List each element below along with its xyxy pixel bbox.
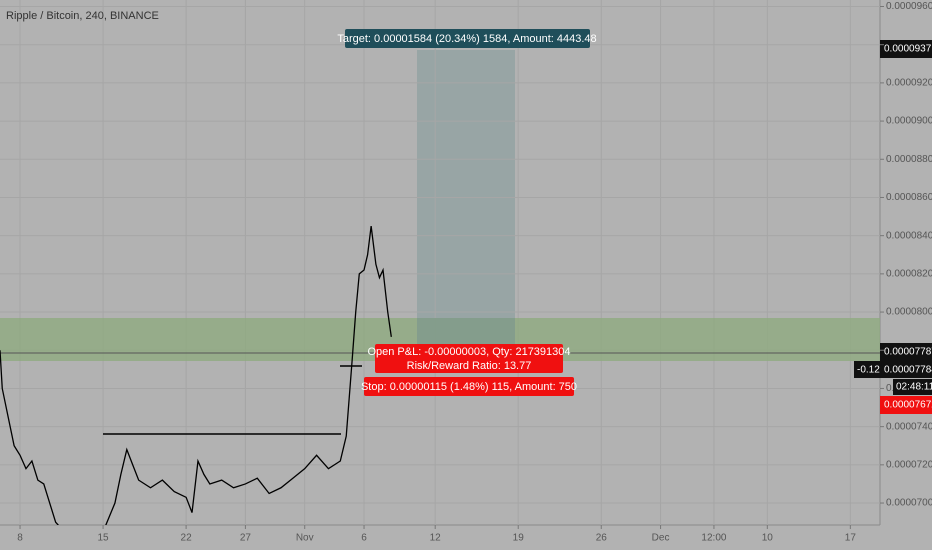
chart-title: Ripple / Bitcoin, 240, BINANCE (6, 10, 159, 22)
x-tick-label: 6 (361, 533, 367, 544)
pnl-box (375, 344, 563, 373)
price-line (0, 226, 392, 525)
price-tag (880, 343, 932, 361)
price-tag-text: 0.00007787 (884, 347, 932, 358)
x-tick-label: 26 (596, 533, 608, 544)
change-tag (854, 361, 883, 378)
countdown-tag (893, 379, 932, 395)
price-tag (880, 40, 932, 58)
target-label-box (345, 29, 590, 48)
x-tick-label: Nov (296, 533, 314, 544)
risk-reward: Risk/Reward Ratio: 13.77 (407, 360, 532, 372)
x-tick-label: 12 (430, 533, 442, 544)
price-tag (880, 361, 932, 378)
x-tick-label: Dec (652, 533, 670, 544)
x-tick-label: 8 (17, 533, 23, 544)
price-tag-text: 0.00007672 (884, 400, 932, 411)
series (0, 226, 392, 525)
price-tag-text: 0.00009371 (884, 44, 932, 55)
stop-label: Stop: 0.00000115 (1.48%) 115, Amount: 75… (361, 381, 577, 393)
x-tick-label: 17 (845, 533, 857, 544)
y-axis-area (880, 0, 932, 550)
change-tag-text: -0.12% (857, 365, 889, 376)
target-zone (417, 50, 515, 318)
price-tag-text: 0.00007784 (884, 365, 932, 376)
x-tick-label: 12:00 (701, 533, 726, 544)
target-label: Target: 0.00001584 (20.34%) 1584, Amount… (337, 33, 596, 45)
open-pnl: Open P&L: -0.00000003, Qty: 217391304 (367, 346, 570, 358)
stop-box (364, 377, 574, 396)
x-tick-label: 15 (98, 533, 110, 544)
countdown-text: 02:48:11 (896, 382, 932, 393)
price-tag (880, 396, 932, 414)
x-tick-label: 27 (240, 533, 252, 544)
x-tick-label: 10 (762, 533, 774, 544)
x-tick-label: 19 (513, 533, 525, 544)
x-tick-label: 22 (181, 533, 193, 544)
